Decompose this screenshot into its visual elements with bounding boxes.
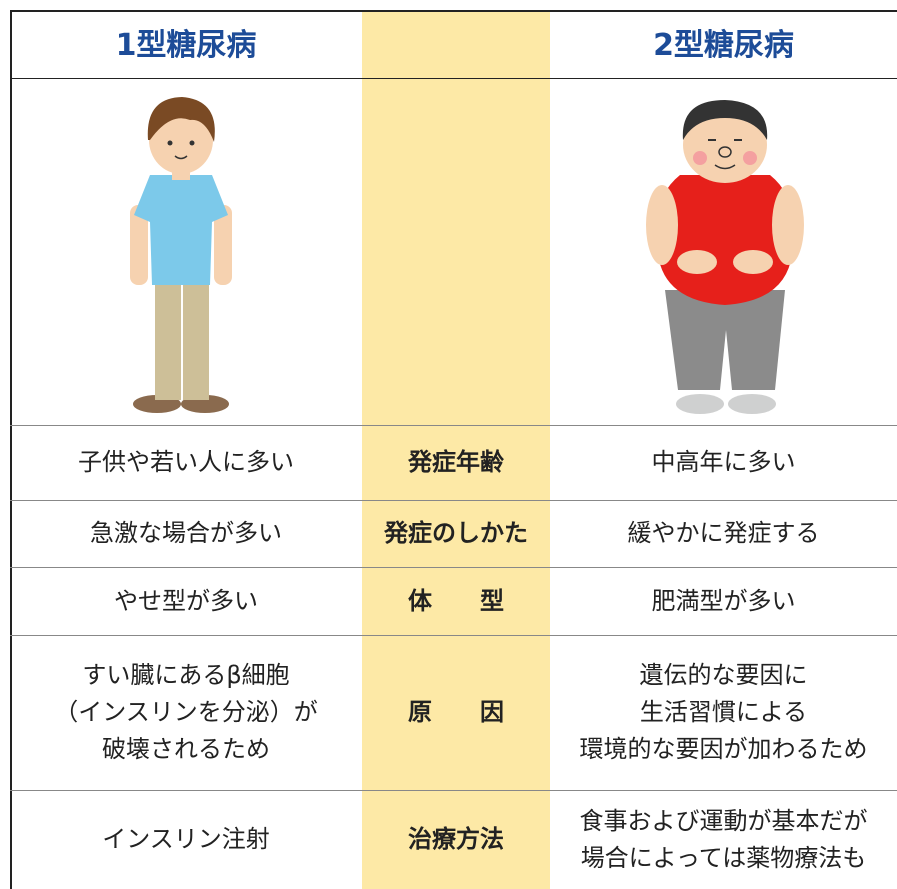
- row-label: 体 型: [408, 586, 504, 615]
- cell-line: 環境的な要因が加わるため: [579, 735, 868, 763]
- row-line: [10, 500, 897, 501]
- cell-line: やせ型が多い: [114, 586, 258, 615]
- cell-right: 食事および運動が基本だが 場合によっては薬物療法も: [550, 790, 897, 889]
- cell-line: 中高年に多い: [651, 448, 796, 476]
- row-label: 治療方法: [408, 825, 504, 853]
- cell-line: 場合によっては薬物療法も: [580, 843, 867, 872]
- cell-left: すい臓にあるβ細胞 （インスリンを分泌）が 破壊されるため: [10, 635, 362, 790]
- row-line: [10, 567, 897, 568]
- row-line: [10, 790, 897, 791]
- man-figure: [646, 100, 804, 414]
- cell-left: インスリン注射: [10, 790, 362, 889]
- cell-left: 急激な場合が多い: [10, 500, 362, 567]
- cell-right: 遺伝的な要因に 生活習慣による環境的な要因が加わるため: [550, 635, 897, 790]
- cell-line: 急激な場合が多い: [90, 519, 282, 547]
- cell-line: 破壊されるため: [102, 735, 270, 763]
- cell-left: やせ型が多い: [10, 567, 362, 635]
- row-label: 原 因: [408, 698, 504, 726]
- cell-line: すい臓にあるβ細胞: [82, 661, 290, 689]
- cell-right: 肥満型が多い: [550, 567, 897, 635]
- cell-line: インスリン注射: [102, 825, 270, 853]
- label-column: [362, 10, 550, 889]
- row-label: 発症年齢: [408, 448, 504, 476]
- cell-line: 生活習慣による: [639, 698, 808, 726]
- cell-line: 緩やかに発症する: [627, 519, 820, 547]
- frame: [10, 10, 897, 889]
- cell-line: （インスリンを分泌）が: [54, 698, 318, 726]
- row-label: 発症のしかた: [384, 519, 528, 547]
- cell-left: 子供や若い人に多い: [10, 425, 362, 500]
- header-right: 2型糖尿病: [653, 27, 794, 63]
- cell-line: 子供や若い人に多い: [78, 448, 294, 476]
- cell-line: 食事および運動が基本だが: [579, 806, 868, 835]
- header-line: [10, 78, 897, 79]
- cell-line: 肥満型が多い: [651, 586, 796, 615]
- row-line: [10, 425, 897, 426]
- boy-figure: [130, 97, 232, 413]
- cell-line: 遺伝的な要因に: [639, 661, 808, 689]
- header-left: 1型糖尿病: [115, 27, 257, 63]
- row-line: [10, 635, 897, 636]
- cell-right: 中高年に多い: [550, 425, 897, 500]
- cell-right: 緩やかに発症する: [550, 500, 897, 567]
